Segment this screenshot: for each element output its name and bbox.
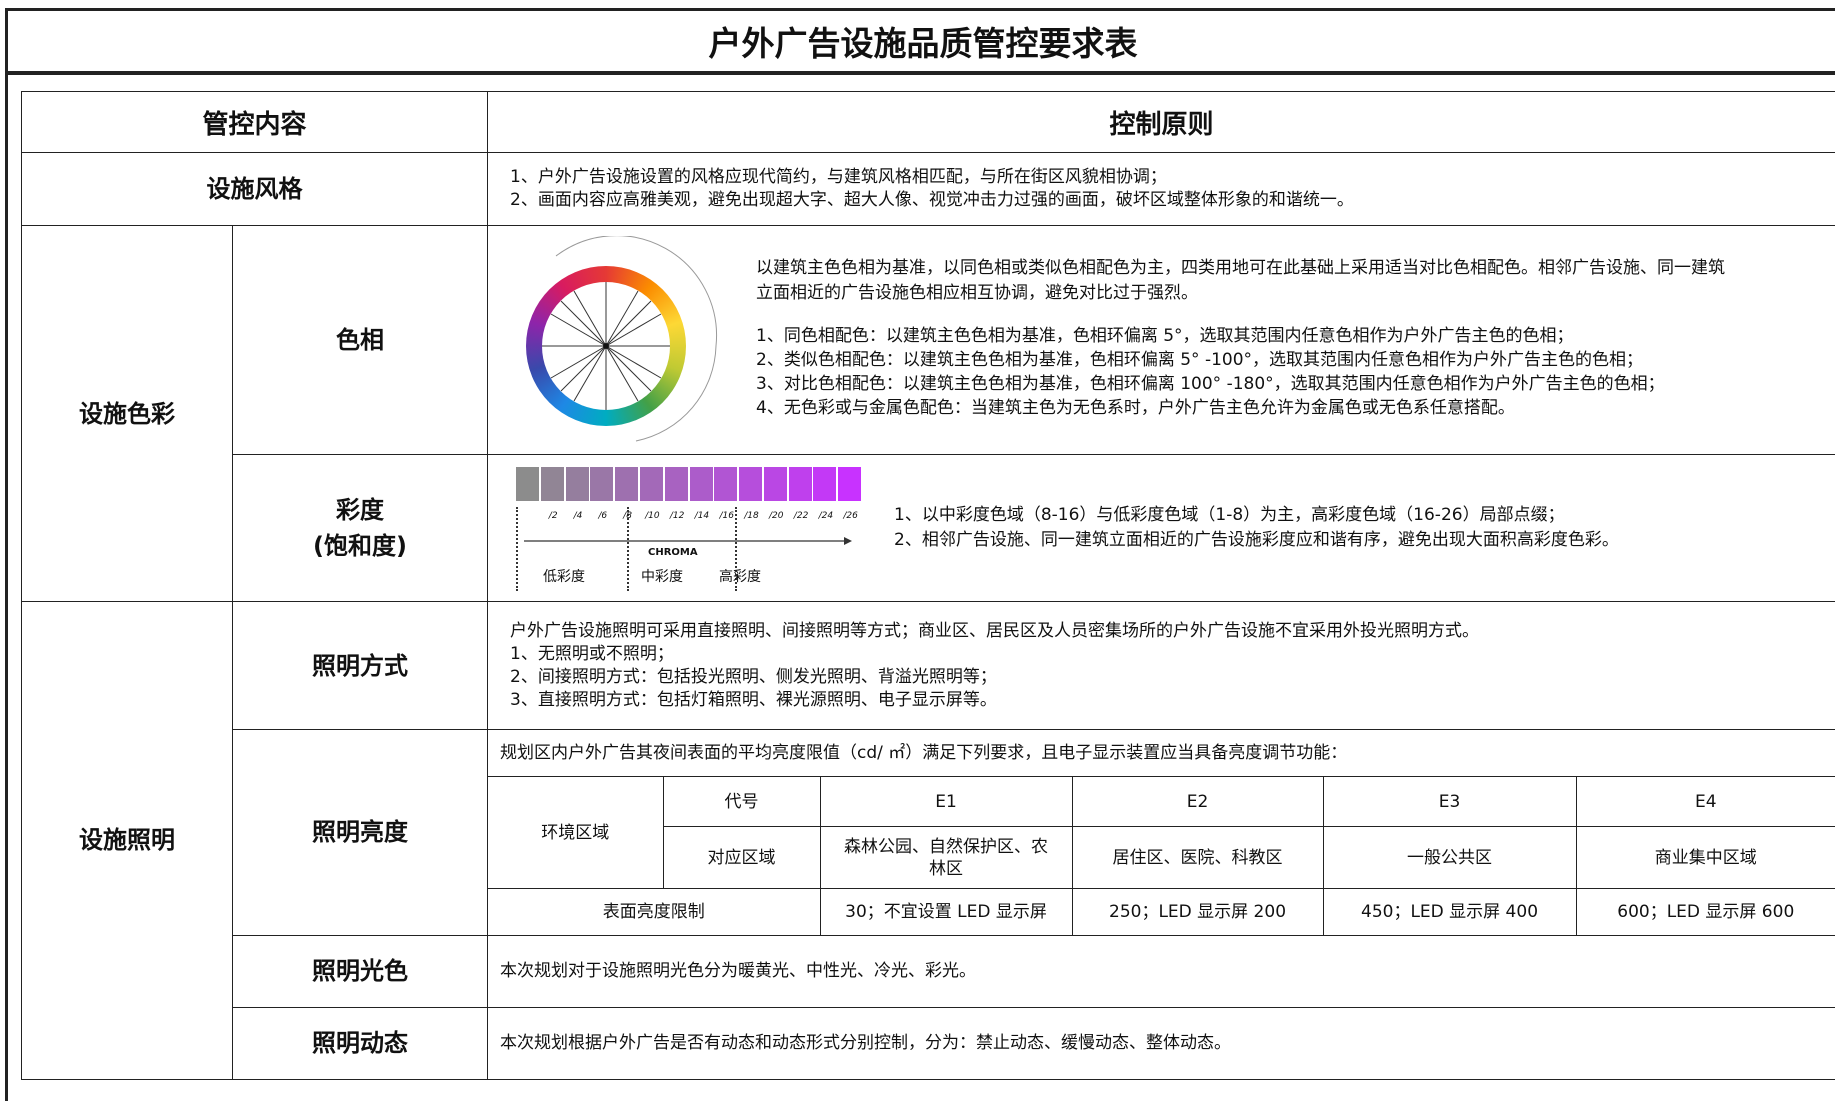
chroma-swatch: [516, 467, 540, 501]
scale-tick: /18: [744, 511, 759, 521]
table-cell: 30；不宜设置 LED 显示屏: [819, 888, 1073, 935]
table-cell: 600；LED 显示屏 600: [1575, 888, 1835, 935]
scale-tick: /24: [818, 511, 834, 521]
scale-tick: /6: [598, 511, 608, 521]
brightness-cell: 规划区内户外广告其夜间表面的平均亮度限值（cd/ ㎡）满足下列要求，且电子显示装…: [487, 729, 1835, 936]
frame: [5, 8, 1835, 1101]
table-cell: 商业集中区域: [1575, 826, 1835, 889]
sub-label: 照明光色: [231, 934, 489, 1008]
text-line: 3、直接照明方式：包括灯箱照明、裸光源照明、电子显示屏等。: [510, 689, 997, 710]
arc: [635, 345, 717, 442]
sub-label: 照明动态: [231, 1006, 489, 1080]
center-dot: [603, 343, 610, 349]
title: 户外广告设施品质管控要求表: [8, 11, 1835, 75]
scale-tick: /10: [645, 511, 660, 521]
table-cell: 森林公园、自然保护区、农林区: [819, 826, 1073, 889]
control-table: 管控内容 控制原则 设施风格 1、户外广告设施设置的风格应现代简约，与建筑风格相匹…: [20, 91, 1835, 1080]
scale-tick: /14: [694, 511, 710, 521]
header-cell: 管控内容: [20, 91, 489, 153]
text-line: 4、无色彩或与金属色配色：当建筑主色为无色系时，户外广告主色允许为金属色或无色系…: [756, 398, 1515, 418]
chroma-swatch: [664, 467, 688, 501]
text-cell: 户外广告设施照明可采用直接照明、间接照明等方式；商业区、居民区及人员密集场所的户…: [487, 601, 1835, 730]
hue-cell: 以建筑主色色相为基准，以同色相或类似色相配色为主，四类用地可在此基础上采用适当对…: [487, 225, 1835, 455]
scale-tick: /4: [573, 511, 583, 521]
sub-label: 色相: [231, 225, 489, 455]
text-line: 户外广告设施照明可采用直接照明、间接照明等方式；商业区、居民区及人员密集场所的户…: [510, 620, 1480, 641]
chroma-swatch: [739, 467, 763, 501]
color-wheel-figure: [516, 235, 726, 446]
text-line: 3、对比色相配色：以建筑主色色相为基准，色相环偏离 100° -180°，选取其…: [756, 374, 1665, 394]
table-cell: 环境区域: [488, 776, 664, 889]
row-label: 设施风格: [20, 152, 489, 226]
text-cell: 本次规划对于设施照明光色分为暖黄光、中性光、冷光、彩光。: [487, 934, 1835, 1008]
text-line: 2、类似色相配色：以建筑主色色相为基准，色相环偏离 5° -100°，选取其范围…: [756, 350, 1644, 370]
range-label: 低彩度: [543, 569, 586, 585]
chroma-swatch: [590, 467, 614, 501]
table-cell: E3: [1322, 776, 1577, 827]
range-divider: [627, 507, 630, 591]
range-label: 中彩度: [641, 569, 684, 585]
chroma-swatch: [838, 467, 862, 501]
scale-tick: /26: [843, 511, 858, 521]
table-cell: E4: [1575, 776, 1835, 827]
sub-label: 彩度 (饱和度): [231, 454, 489, 602]
chroma-swatch: [615, 467, 639, 501]
scale-tick: /12: [669, 511, 685, 521]
table-cell: 一般公共区: [1322, 826, 1577, 889]
chroma-rules: 1、以中彩度色域（8-16）与低彩度色域（1-8）为主，高彩度色域（16-26）…: [894, 503, 1619, 553]
chroma-swatch: [788, 467, 812, 501]
brightness-table: 环境区域 代号 E1 E2 E3 E4 对应区域 森林公园、自然保护区、农林区 居住区、医院、…: [488, 776, 1835, 935]
table-cell: 对应区域: [662, 826, 821, 889]
chroma-swatch: [639, 467, 663, 501]
table-cell: 居住区、医院、科教区: [1071, 826, 1324, 889]
text-cell: 本次规划根据户外广告是否有动态和动态形式分别控制，分为：禁止动态、缓慢动态、整体…: [487, 1006, 1835, 1080]
text-cell: 1、户外广告设施设置的风格应现代简约，与建筑风格相匹配，与所在街区风貌相协调； 2…: [487, 152, 1835, 226]
text-line: 立面相近的广告设施色相应相互协调，避免对比过于强烈。: [756, 283, 1199, 303]
chroma-swatch: [763, 467, 787, 501]
table-cell: 250；LED 显示屏 200: [1071, 888, 1324, 935]
text-line: 1、以中彩度色域（8-16）与低彩度色域（1-8）为主，高彩度色域（16-26）…: [894, 505, 1565, 525]
header-cell: 控制原则: [487, 91, 1835, 153]
range-divider: [516, 507, 519, 591]
text-line: 2、间接照明方式：包括投光照明、侧发光照明、背溢光照明等；: [510, 666, 997, 687]
row-label: 设施色彩: [21, 225, 233, 602]
chroma-swatch: [714, 467, 738, 501]
hue-rules: 1、同色相配色：以建筑主色色相为基准，色相环偏离 5°，选取其范围内任意色相作为…: [756, 324, 1665, 420]
range-divider: [735, 507, 738, 591]
range-label: 高彩度: [719, 569, 762, 585]
text-line: 2、画面内容应高雅美观，避免出现超大字、超大人像、视觉冲击力过强的画面，破坏区域…: [510, 190, 1354, 210]
text-line: 2、相邻广告设施、同一建筑立面相近的广告设施彩度应和谐有序，避免出现大面积高彩度…: [894, 530, 1619, 550]
scale-tick: /20: [769, 511, 784, 521]
table-cell: 450；LED 显示屏 400: [1322, 888, 1577, 935]
arc: [555, 235, 718, 347]
scale-tick: /22: [793, 511, 809, 521]
scale-tick: /8: [623, 511, 632, 521]
scale-tick: /2: [548, 511, 558, 521]
scale-tick: /16: [719, 511, 734, 521]
label-line: 彩度: [336, 496, 384, 524]
chroma-swatch: [540, 467, 564, 501]
axis-label: CHROMA: [648, 547, 698, 558]
label-line: (饱和度): [313, 532, 407, 560]
table-cell: 代号: [662, 776, 821, 827]
table-cell: 表面亮度限制: [488, 888, 821, 935]
table-cell: E2: [1071, 776, 1324, 827]
text-line: 1、同色相配色：以建筑主色色相为基准，色相环偏离 5°，选取其范围内任意色相作为…: [756, 326, 1574, 346]
chroma-swatch: [689, 467, 713, 501]
chroma-arrow: [524, 537, 853, 545]
row-label: 设施照明: [21, 601, 233, 1080]
text-line: 以建筑主色色相为基准，以同色相或类似色相配色为主，四类用地可在此基础上采用适当对…: [756, 258, 1726, 278]
color-wheel: [526, 235, 718, 442]
table-cell: E1: [819, 776, 1073, 827]
chroma-cell: CHROMA 低彩度 中彩度 高彩度 1、以中彩度色域（8-16）与低彩度色域（…: [487, 454, 1835, 602]
sub-label: 照明方式: [231, 601, 489, 730]
chroma-swatch: [813, 467, 837, 501]
chroma-swatch: [565, 467, 589, 501]
text-line: 1、无照明或不照明；: [510, 643, 674, 664]
text-line: 1、户外广告设施设置的风格应现代简约，与建筑风格相匹配，与所在街区风貌相协调；: [510, 167, 1167, 187]
sub-label: 照明亮度: [231, 729, 489, 936]
brightness-intro: 规划区内户外广告其夜间表面的平均亮度限值（cd/ ㎡）满足下列要求，且电子显示装…: [500, 743, 1348, 763]
hue-intro: 以建筑主色色相为基准，以同色相或类似色相配色为主，四类用地可在此基础上采用适当对…: [756, 256, 1725, 306]
